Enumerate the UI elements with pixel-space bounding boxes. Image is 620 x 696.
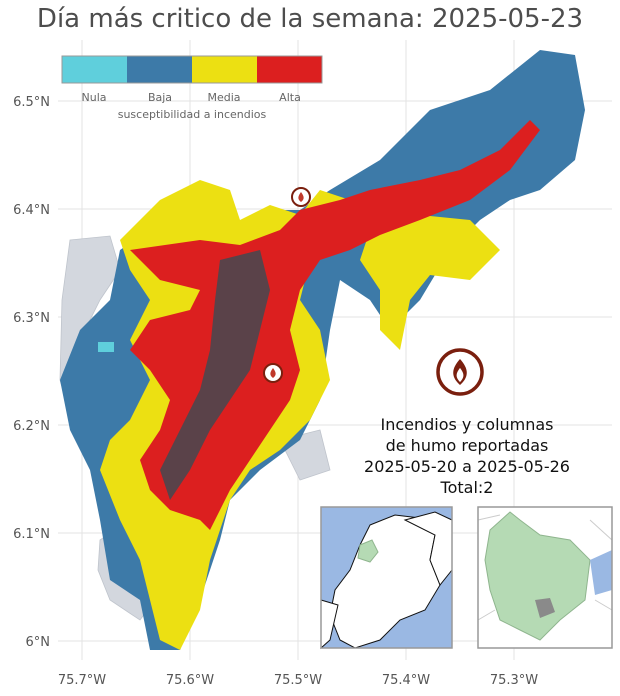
- lat-tick: 6.1°N: [13, 527, 50, 542]
- info-line-3: 2025-05-20 a 2025-05-26: [364, 457, 570, 476]
- lon-tick: 75.3°W: [490, 673, 538, 688]
- fire-icon[interactable]: [291, 187, 311, 207]
- lat-tick: 6.3°N: [13, 311, 50, 326]
- lat-tick: 6.4°N: [13, 203, 50, 218]
- legend-label-media: Media: [207, 91, 240, 104]
- legend-label-alta: Alta: [279, 91, 301, 104]
- urban-area: [160, 250, 270, 500]
- lon-tick: 75.7°W: [58, 673, 106, 688]
- susceptibility-media-area-2: [360, 215, 500, 350]
- legend-label-nula: Nula: [82, 91, 107, 104]
- info-line-2: de humo reportadas: [386, 436, 549, 455]
- lat-tick: 6°N: [26, 635, 51, 650]
- susceptibility-nula-patch: [98, 342, 114, 352]
- inset-map-department: [477, 506, 613, 649]
- lat-tick: 6.2°N: [13, 419, 50, 434]
- lon-tick-labels: 75.7°W 75.6°W 75.5°W 75.4°W 75.3°W: [58, 673, 538, 688]
- fire-icon: [436, 348, 484, 396]
- info-line-4: Total:2: [440, 478, 494, 497]
- lon-tick: 75.5°W: [274, 673, 322, 688]
- map-title: Día más critico de la semana: 2025-05-23: [36, 4, 584, 34]
- legend-label-baja: Baja: [148, 91, 172, 104]
- legend: Nula Baja Media Alta susceptibilidad a i…: [61, 55, 323, 121]
- lon-tick: 75.6°W: [166, 673, 214, 688]
- susceptibility-alta-area: [130, 120, 540, 530]
- lat-tick: 6.5°N: [13, 95, 50, 110]
- inset-map-country: [320, 506, 453, 650]
- legend-title: susceptibilidad a incendios: [118, 108, 267, 121]
- info-line-1: Incendios y columnas: [380, 415, 553, 434]
- fire-icon[interactable]: [263, 363, 283, 383]
- lat-tick-labels: 6.5°N 6.4°N 6.3°N 6.2°N 6.1°N 6°N: [13, 95, 50, 650]
- lon-tick: 75.4°W: [382, 673, 430, 688]
